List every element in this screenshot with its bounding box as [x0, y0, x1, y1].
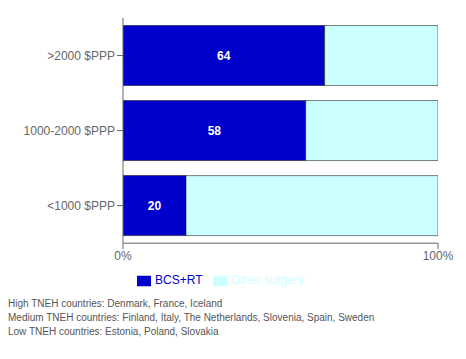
html-text:Medium TNEH countries: Finland: Medium TNEH countries: Finland, Italy, T… — [8, 312, 375, 323]
svg-text:64: 64 — [217, 49, 231, 63]
svg-text:>2000 $PPP: >2000 $PPP — [47, 49, 115, 63]
svg-text:1000-2000 $PPP: 1000-2000 $PPP — [24, 124, 115, 138]
svg-text:100%: 100% — [423, 249, 454, 263]
svg-text:58: 58 — [208, 124, 222, 138]
html-text:Other surgery: Other surgery — [230, 273, 304, 288]
html-text:Low TNEH countries: Estonia, P: Low TNEH countries: Estonia, Poland, Slo… — [8, 326, 219, 337]
svg-text:20: 20 — [148, 199, 162, 213]
svg-text:<1000 $PPP: <1000 $PPP — [47, 199, 115, 213]
svg-text:0%: 0% — [114, 249, 132, 263]
html-text:BCS+RT: BCS+RT — [155, 273, 203, 288]
html-text:High TNEH countries: Denmark,: High TNEH countries: Denmark, France, Ic… — [8, 298, 223, 309]
